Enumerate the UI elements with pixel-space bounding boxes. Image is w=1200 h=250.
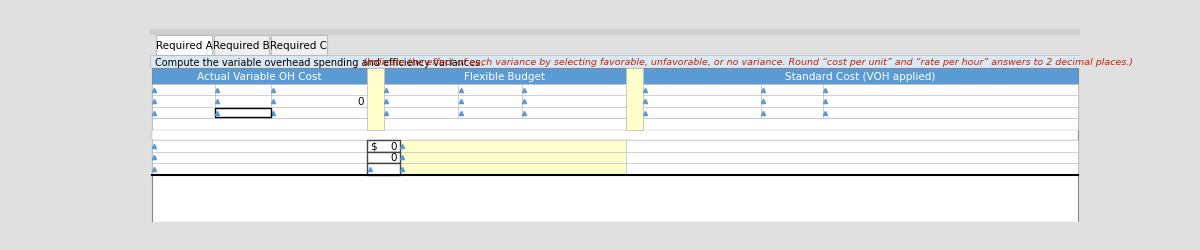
Bar — [400, 140, 626, 152]
Text: Flexible Budget: Flexible Budget — [464, 72, 546, 82]
Bar — [643, 69, 1079, 84]
Bar — [151, 130, 1079, 140]
Bar — [156, 36, 212, 56]
Bar — [367, 140, 400, 152]
Bar — [384, 96, 626, 108]
Text: Required A: Required A — [156, 41, 212, 51]
Text: Actual Variable OH Cost: Actual Variable OH Cost — [197, 72, 322, 82]
Text: (Indicate the effect of each variance by selecting favorable, unfavorable, or no: (Indicate the effect of each variance by… — [364, 58, 1133, 67]
Bar — [151, 140, 368, 152]
Bar — [151, 152, 368, 164]
Text: 0: 0 — [358, 97, 364, 107]
Bar — [151, 108, 367, 119]
Bar — [643, 119, 1079, 130]
Text: Compute the variable overhead spending and efficiency variances.: Compute the variable overhead spending a… — [155, 58, 484, 68]
Bar — [384, 84, 626, 96]
Bar — [384, 108, 626, 119]
Bar — [626, 164, 1079, 175]
Bar — [151, 96, 367, 108]
Text: Required B: Required B — [214, 41, 270, 51]
Text: 0: 0 — [390, 153, 396, 163]
Bar — [367, 69, 384, 130]
Bar — [626, 152, 1079, 164]
Bar — [643, 84, 1079, 96]
Bar — [151, 69, 367, 84]
Bar — [400, 164, 626, 175]
Text: Standard Cost (VOH applied): Standard Cost (VOH applied) — [786, 72, 936, 82]
Text: Required C: Required C — [270, 41, 328, 51]
Bar — [626, 69, 643, 130]
Bar — [400, 152, 626, 164]
Bar — [151, 164, 368, 175]
Bar — [643, 108, 1079, 119]
Text: $: $ — [370, 141, 377, 151]
Bar — [643, 96, 1079, 108]
Bar — [150, 30, 1080, 36]
Bar — [150, 56, 1080, 69]
Bar — [626, 140, 1079, 152]
Bar — [215, 109, 271, 118]
Bar — [151, 84, 367, 96]
Bar — [271, 36, 326, 56]
Bar — [384, 119, 626, 130]
Bar — [367, 164, 400, 175]
Bar — [151, 69, 1079, 222]
Text: 0: 0 — [390, 141, 396, 151]
Bar — [151, 119, 367, 130]
Bar — [367, 152, 400, 164]
Bar — [214, 36, 269, 56]
Bar — [384, 69, 626, 84]
